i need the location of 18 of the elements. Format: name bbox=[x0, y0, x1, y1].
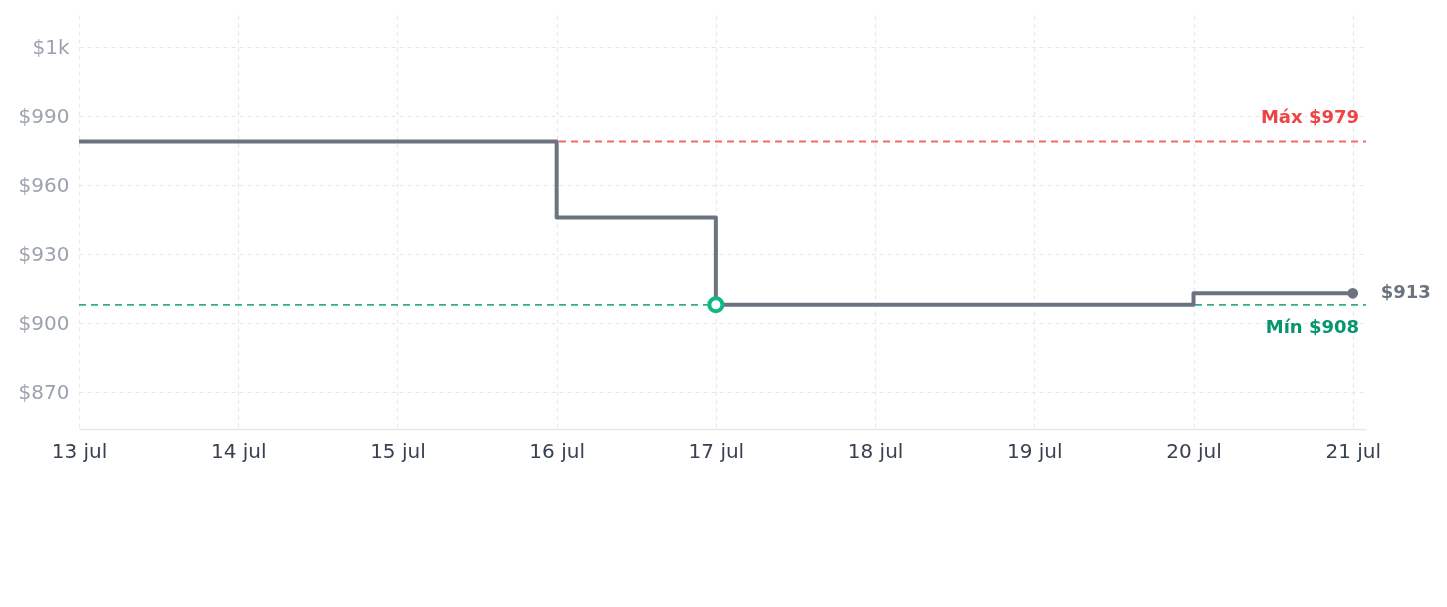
x-tick-label: 21 jul bbox=[1325, 438, 1382, 463]
x-tick-label: 20 jul bbox=[1166, 438, 1222, 463]
y-tick-label: $870 bbox=[18, 379, 70, 404]
annotation: $913 bbox=[1380, 281, 1431, 303]
y-tick-label: $990 bbox=[18, 103, 70, 128]
y-tick-label: $900 bbox=[18, 310, 70, 335]
ref-line-label: Máx $979 bbox=[1260, 105, 1359, 127]
x-tick-label: 14 jul bbox=[210, 438, 267, 463]
y-tick-label: $960 bbox=[18, 172, 70, 197]
x-tick-label: 17 jul bbox=[688, 438, 745, 463]
x-tick-label: 13 jul bbox=[51, 438, 108, 463]
x-tick-label: 16 jul bbox=[529, 438, 585, 463]
y-tick-label: $1k bbox=[32, 34, 70, 59]
x-tick-label: 15 jul bbox=[370, 438, 426, 463]
ref-line-label: Mín $908 bbox=[1265, 315, 1359, 337]
x-tick-label: 19 jul bbox=[1006, 438, 1063, 463]
x-tick-label: 18 jul bbox=[847, 438, 904, 463]
y-tick-label: $930 bbox=[18, 241, 70, 266]
